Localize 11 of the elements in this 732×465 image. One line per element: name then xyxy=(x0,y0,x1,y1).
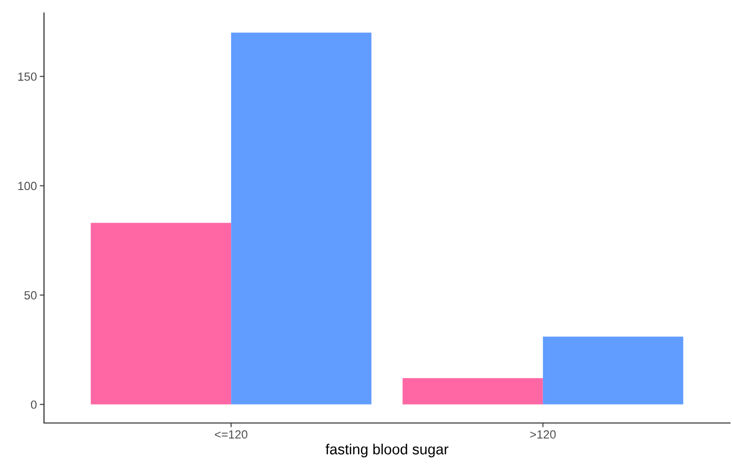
bar xyxy=(90,222,232,404)
y-tick-label: 50 xyxy=(24,291,37,300)
x-tick-label: <=120 xyxy=(214,430,248,439)
y-tick-label: 150 xyxy=(18,72,37,81)
bar xyxy=(402,378,543,404)
bar xyxy=(542,336,684,404)
x-tick-label: >120 xyxy=(530,430,556,439)
x-axis-title: fasting blood sugar xyxy=(326,444,448,458)
bar xyxy=(231,32,372,404)
y-tick-label: 100 xyxy=(18,182,37,190)
y-tick-label: 0 xyxy=(30,400,37,409)
